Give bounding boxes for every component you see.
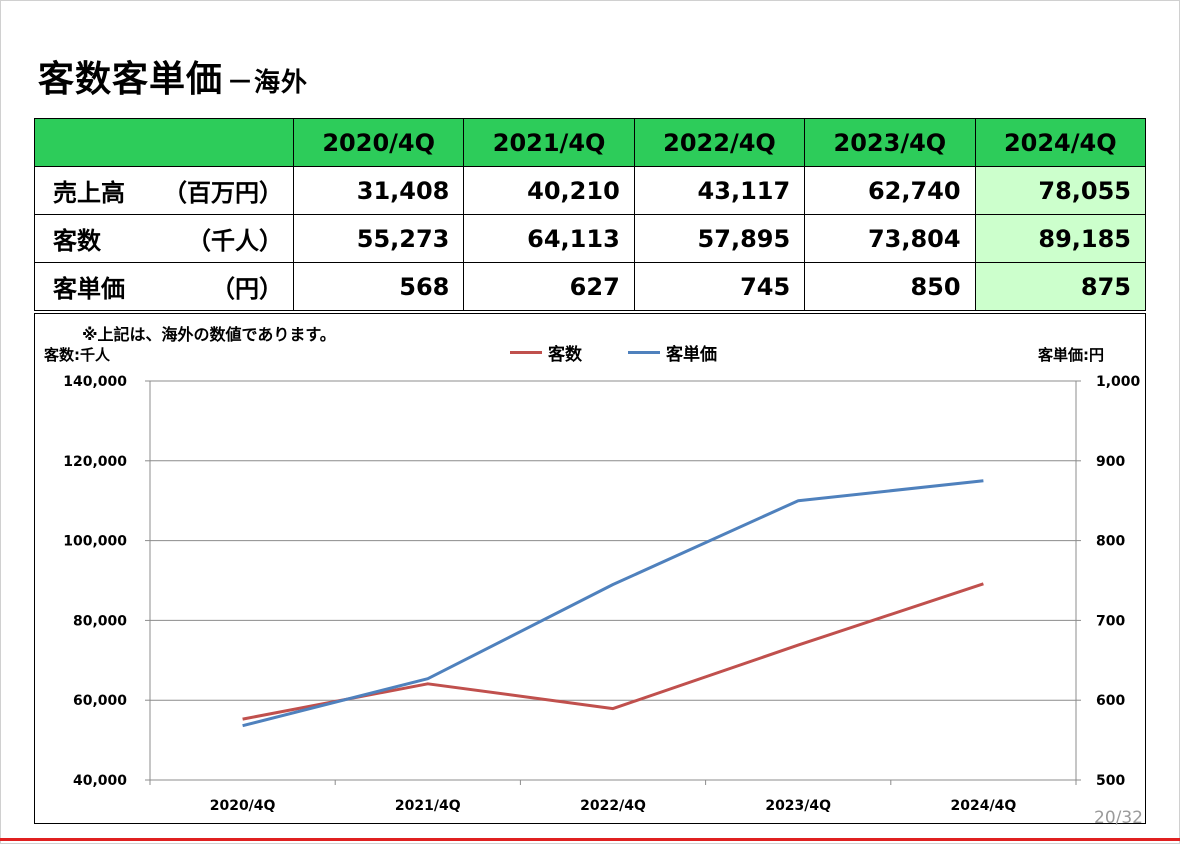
table-cell: 40,210 [463,166,635,215]
table-cell: 568 [292,262,465,311]
left-tick-label: 120,000 [63,454,127,470]
table-header-cell: 2024/4Q [974,118,1147,167]
left-tick-label: 140,000 [63,374,127,390]
right-axis-label: 客単価:円 [1038,346,1104,364]
left-tick-label: 60,000 [73,693,127,709]
kpi-table: 2020/4Q 2021/4Q 2022/4Q 2023/4Q 2024/4Q … [34,118,1147,311]
x-tick-label: 2022/4Q [580,798,646,814]
left-axis-label: 客数:千人 [44,346,110,364]
table-cell: 55,273 [292,214,465,263]
table-cell: 745 [633,262,806,311]
table-row-sales: 売上高 （百万円） 31,408 40,210 43,117 62,740 78,… [34,166,1147,215]
right-tick-label: 500 [1096,773,1125,789]
bottom-rule [0,838,1180,841]
table-cell-highlight: 875 [974,262,1147,311]
table-cell: 627 [463,262,635,311]
table-cell: 64,113 [463,214,635,263]
chart-frame [34,313,1146,824]
row-name: 売上高 [53,179,125,207]
left-tick-label: 80,000 [73,613,127,629]
right-tick-label: 700 [1096,613,1125,629]
x-tick-label: 2024/4Q [951,798,1017,814]
left-tick-label: 40,000 [73,773,127,789]
row-label: 売上高 （百万円） [34,166,294,215]
x-tick-label: 2023/4Q [765,798,831,814]
table-row-customers: 客数 （千人） 55,273 64,113 57,895 73,804 89,18… [34,214,1147,263]
table-header-cell: 2020/4Q [292,118,465,167]
x-tick-label: 2021/4Q [395,798,461,814]
right-tick-label: 800 [1096,534,1125,550]
chart-legend: 客数 客単価 [510,340,717,365]
row-label: 客単価 （円） [34,262,294,311]
table-row-unit-price: 客単価 （円） 568 627 745 850 875 [34,262,1147,311]
table-header-cell: 2023/4Q [804,118,976,167]
table-cell: 43,117 [633,166,806,215]
left-tick-label: 100,000 [63,534,127,550]
page-title: 客数客単価 －海外 [38,50,308,102]
x-tick-label: 2020/4Q [210,798,276,814]
row-name: 客数 [53,227,101,255]
table-cell: 62,740 [804,166,976,215]
legend-label: 客単価 [666,345,717,365]
table-cell: 73,804 [804,214,976,263]
row-unit: （円） [211,275,283,303]
right-tick-label: 600 [1096,693,1125,709]
right-tick-label: 900 [1096,454,1125,470]
table-cell: 850 [804,262,976,311]
chart-note: ※上記は、海外の数値であります。 [82,325,336,344]
legend-label: 客数 [548,345,582,365]
unit-price-line [242,479,984,728]
title-main: 客数客単価 [38,59,224,100]
right-tick-label: 1,000 [1096,374,1141,390]
row-unit: （千人） [187,227,283,255]
legend-item-customers: 客数 [510,340,582,365]
row-unit: （百万円） [163,179,283,207]
title-sub: －海外 [227,68,309,98]
table-cell-highlight: 78,055 [974,166,1147,215]
page-number: 20/32 [1094,808,1143,828]
legend-item-unit-price: 客単価 [628,340,717,365]
table-cell: 31,408 [292,166,465,215]
legend-swatch-unit-price [628,351,660,354]
row-name: 客単価 [53,275,125,303]
table-header-row: 2020/4Q 2021/4Q 2022/4Q 2023/4Q 2024/4Q [34,118,1147,167]
row-label: 客数 （千人） [34,214,294,263]
legend-swatch-customers [510,351,542,354]
table-cell-highlight: 89,185 [974,214,1147,263]
